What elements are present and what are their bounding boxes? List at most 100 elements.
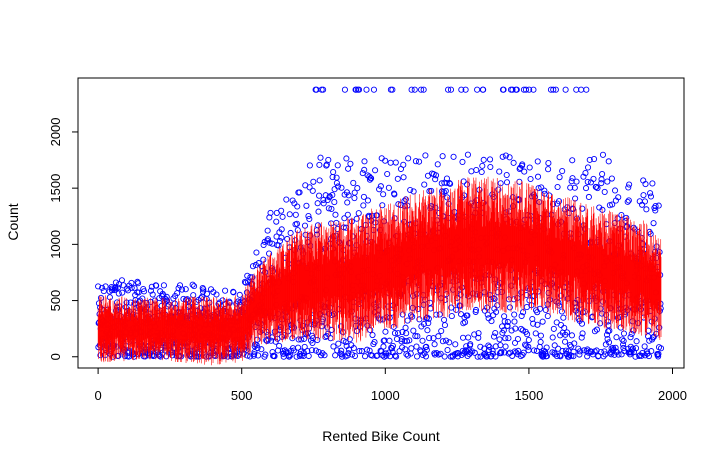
data-point (503, 171, 510, 179)
data-point (525, 343, 532, 350)
data-point (478, 168, 485, 176)
data-point (325, 205, 332, 212)
data-point (530, 320, 537, 327)
y-tick-label: 2000 (48, 117, 63, 146)
data-point (498, 348, 505, 355)
data-point (305, 352, 312, 360)
data-point (343, 155, 350, 162)
data-point (403, 330, 410, 337)
data-point (585, 193, 592, 201)
data-point (345, 350, 352, 357)
data-point (128, 284, 135, 291)
data-point (432, 172, 440, 179)
data-point (535, 185, 542, 192)
data-point (308, 347, 315, 354)
data-point (467, 341, 474, 348)
data-point (442, 187, 449, 195)
data-point (380, 343, 387, 350)
data-point (346, 336, 353, 343)
data-point (413, 343, 420, 350)
data-point (474, 86, 481, 93)
data-point (492, 353, 499, 360)
data-point (475, 330, 482, 337)
data-point (343, 189, 350, 196)
data-point (417, 348, 424, 355)
data-point (520, 309, 527, 316)
data-point (487, 163, 494, 171)
data-point (262, 351, 269, 358)
data-point (300, 349, 307, 357)
data-point (337, 350, 344, 357)
data-point (649, 180, 656, 187)
data-point (369, 331, 376, 339)
data-point (578, 86, 585, 93)
data-point (443, 180, 450, 187)
data-point (331, 199, 338, 206)
data-point (332, 352, 339, 359)
data-point (305, 213, 312, 220)
data-point (355, 86, 363, 93)
data-point (460, 178, 467, 185)
data-point (620, 344, 627, 352)
data-point (264, 337, 271, 344)
data-point (568, 332, 575, 339)
data-point (314, 336, 321, 344)
data-point (424, 327, 431, 334)
data-point (537, 338, 544, 346)
data-point (387, 159, 394, 166)
data-point (434, 161, 441, 168)
data-point (632, 345, 640, 352)
data-point (525, 336, 532, 344)
data-point (134, 280, 142, 287)
data-point (416, 316, 423, 323)
data-point (347, 160, 354, 167)
data-point (191, 283, 198, 290)
data-point (306, 184, 313, 191)
data-point (189, 281, 196, 288)
data-point (439, 338, 446, 345)
data-point (350, 179, 357, 186)
data-point (642, 181, 649, 188)
data-point (400, 174, 407, 181)
data-point (286, 353, 293, 360)
data-point (353, 86, 360, 93)
data-point (497, 180, 504, 187)
y-axis: 0 500 1000 1500 2000 (48, 117, 79, 360)
data-point (533, 347, 540, 354)
data-point (530, 347, 538, 354)
data-point (570, 348, 577, 355)
data-point (527, 175, 534, 183)
data-point (485, 346, 492, 353)
data-point (562, 86, 569, 93)
data-point (306, 215, 313, 222)
data-point (561, 338, 569, 345)
x-axis-title: Rented Bike Count (322, 428, 440, 444)
data-point (571, 340, 578, 347)
data-point (475, 334, 482, 341)
data-point (576, 351, 583, 358)
data-point (355, 210, 362, 217)
data-point (372, 167, 379, 174)
data-point (511, 311, 518, 318)
data-point (480, 86, 487, 93)
data-point (604, 178, 611, 185)
data-point (332, 211, 339, 218)
data-point (405, 155, 412, 162)
data-point (349, 351, 356, 358)
data-point (431, 341, 438, 348)
data-point (459, 334, 467, 341)
data-point (573, 178, 580, 185)
data-point (420, 86, 427, 93)
data-point (316, 192, 323, 199)
data-point (114, 284, 121, 291)
data-point (402, 324, 409, 331)
data-point (625, 184, 632, 191)
data-point (153, 282, 160, 289)
data-point (112, 279, 119, 286)
data-point (292, 237, 299, 244)
data-point (629, 345, 636, 352)
data-point (587, 179, 594, 186)
data-point (309, 187, 316, 194)
data-point (488, 318, 495, 325)
data-point (578, 334, 585, 341)
